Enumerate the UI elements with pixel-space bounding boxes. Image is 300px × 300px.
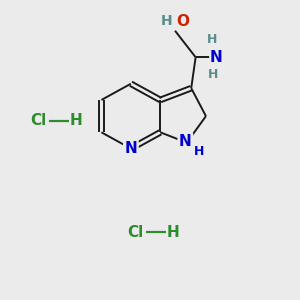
Text: H: H: [167, 225, 179, 240]
Text: N: N: [124, 141, 137, 156]
Text: H: H: [160, 14, 172, 28]
Text: O: O: [176, 14, 190, 29]
Text: H: H: [69, 113, 82, 128]
Text: N: N: [210, 50, 223, 65]
Text: N: N: [179, 134, 192, 149]
Text: Cl: Cl: [127, 225, 143, 240]
Text: H: H: [208, 68, 218, 81]
Text: Cl: Cl: [30, 113, 46, 128]
Text: H: H: [207, 33, 217, 46]
Text: H: H: [194, 145, 204, 158]
